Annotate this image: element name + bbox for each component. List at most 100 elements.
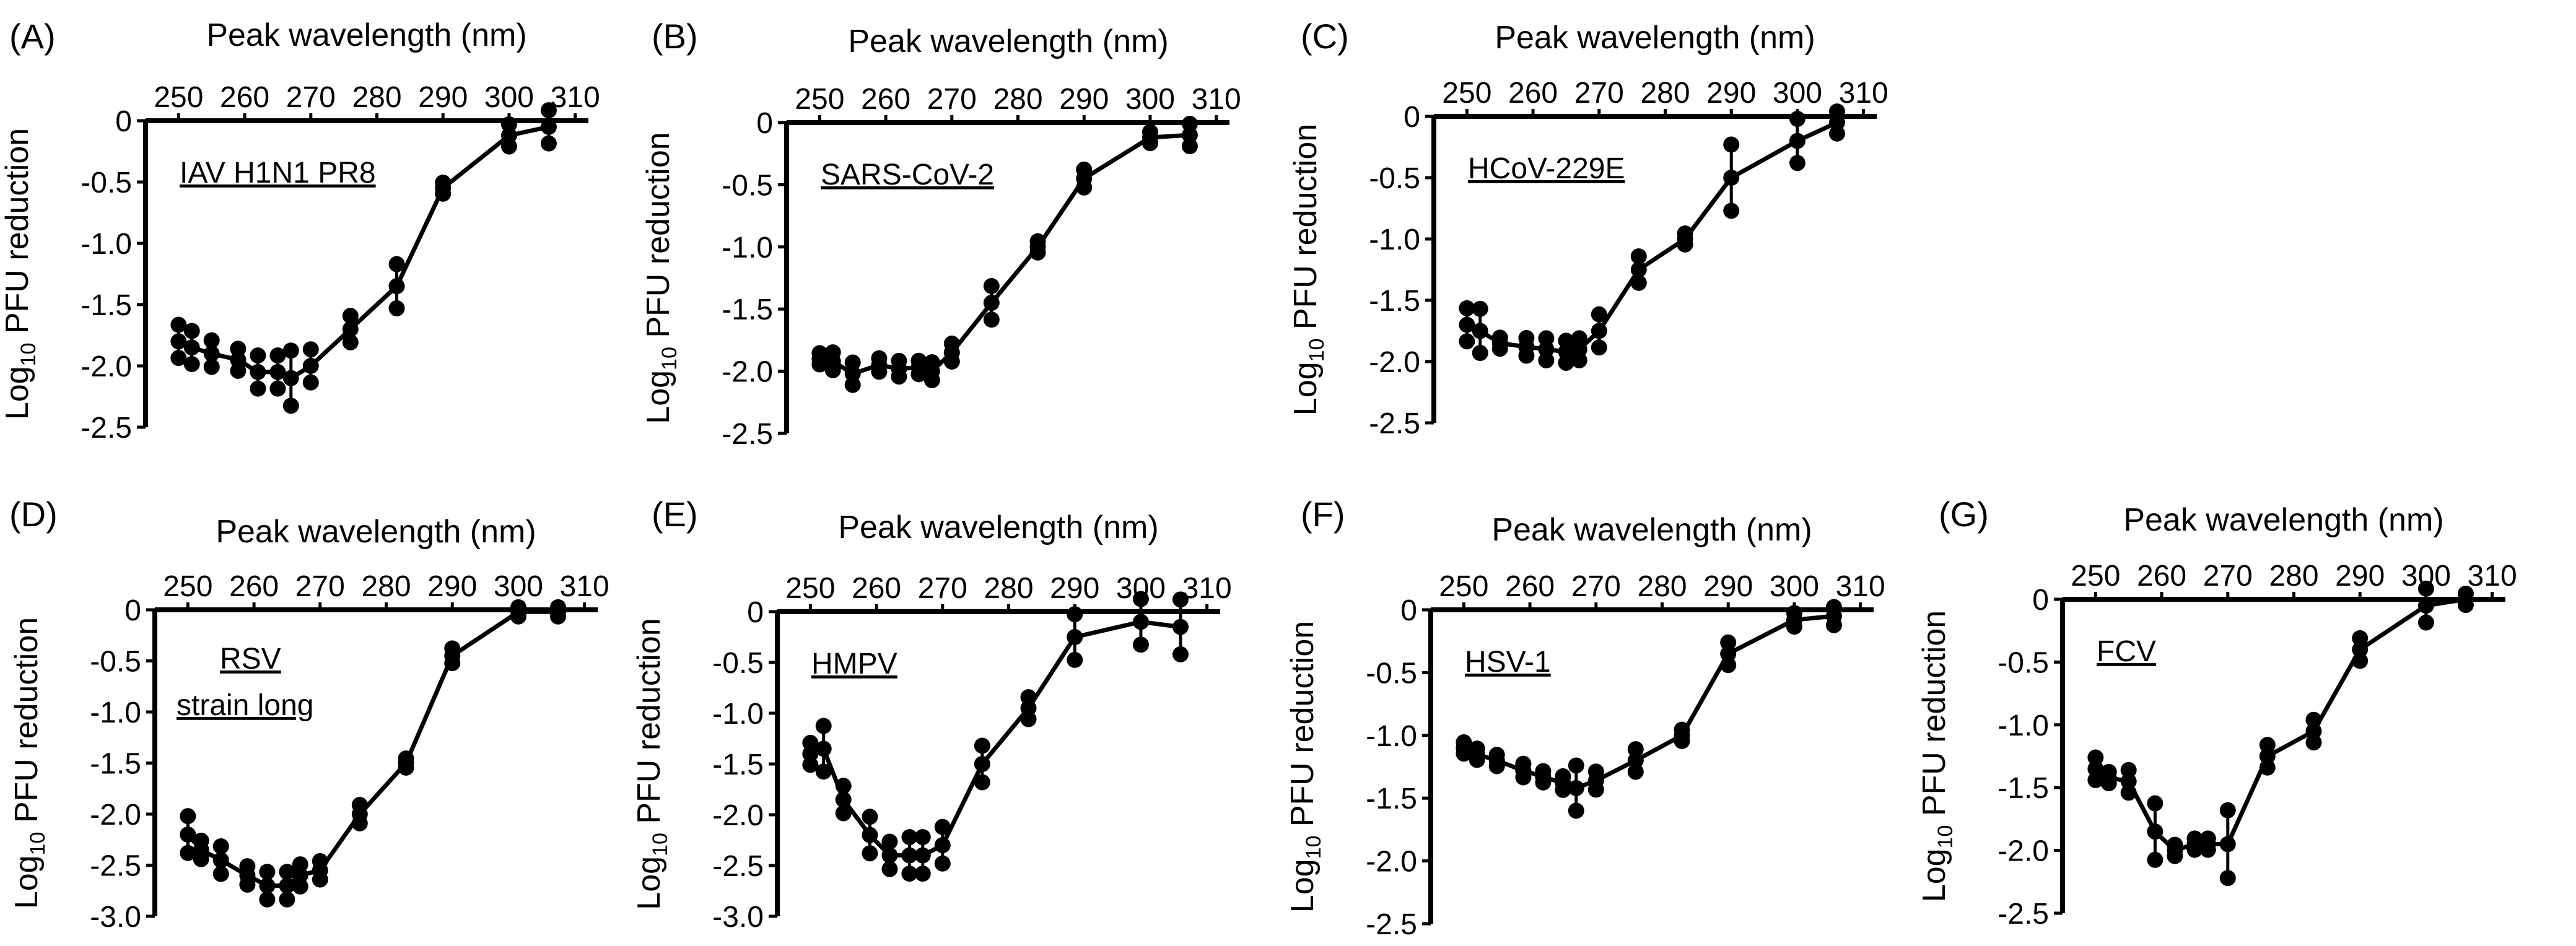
x-tick-label: 310: [1192, 83, 1241, 116]
data-point: [914, 866, 931, 882]
data-point: [1469, 752, 1485, 768]
x-tick-label: 310: [551, 81, 600, 114]
data-point: [881, 847, 898, 864]
data-point: [934, 818, 951, 835]
y-axis-title-suffix: PFU reduction: [631, 618, 667, 833]
x-tick-label: 300: [1773, 77, 1822, 110]
y-axis-title-suffix: PFU reduction: [1285, 621, 1321, 836]
data-point: [934, 855, 951, 872]
y-tick-label: -2.5: [712, 850, 764, 883]
x-tick-label: 270: [1571, 570, 1621, 603]
data-point: [983, 311, 1000, 328]
data-point: [2087, 760, 2104, 777]
x-tick-label: 290: [1706, 77, 1756, 110]
x-tick-label: 250: [795, 83, 844, 116]
data-point: [2120, 773, 2137, 790]
panel-label: (C): [1301, 17, 1349, 56]
chart-panel: (D) Peak wavelength (nm)250 260 270 280 290 30…: [9, 495, 609, 934]
y-axis-title-log: Log: [0, 366, 35, 420]
y-tick-label: -1.0: [1366, 720, 1417, 753]
data-point: [259, 877, 276, 894]
data-point: [183, 339, 200, 356]
data-point: [1627, 763, 1644, 780]
data-point: [881, 833, 898, 850]
chart-panel: (E) Peak wavelength (nm)250 260 270 280 290 30…: [631, 495, 1232, 934]
data-point: [1568, 757, 1584, 774]
data-point: [844, 365, 861, 382]
y-tick-label: -2.0: [1997, 835, 2049, 868]
data-point: [1181, 138, 1198, 155]
data-point: [1518, 347, 1535, 364]
data-point: [388, 256, 405, 272]
virus-label: FCV: [2097, 635, 2156, 668]
data-point: [312, 871, 328, 888]
data-point: [1723, 202, 1740, 219]
data-point: [1456, 745, 1472, 762]
y-tick-label: -0.5: [1369, 162, 1420, 195]
y-tick-label: -1.0: [712, 698, 764, 731]
y-tick-label: 0: [1400, 594, 1417, 627]
data-point: [1132, 614, 1149, 630]
data-point: [1491, 341, 1508, 357]
data-point: [259, 864, 276, 880]
x-tick-label: 280: [1640, 77, 1690, 110]
chart-panel: (G) Peak wavelength (nm)250 260 270 280 290 30…: [1916, 495, 2517, 931]
y-axis-title-subscript: 10: [26, 832, 50, 856]
data-point: [1571, 330, 1587, 347]
data-point: [1558, 332, 1574, 349]
data-point: [1789, 155, 1805, 171]
y-tick-label: -1.5: [712, 749, 764, 781]
data-point: [250, 347, 266, 364]
data-point: [2259, 759, 2276, 776]
y-axis-title: Log10 PFU reduction: [0, 128, 40, 420]
data-point: [835, 778, 852, 794]
data-point: [302, 374, 319, 391]
y-tick-label: -1.5: [1369, 285, 1420, 318]
data-point: [250, 380, 266, 397]
y-axis-title-log: Log: [640, 370, 676, 424]
y-tick-label: -0.5: [712, 647, 764, 680]
data-point: [862, 827, 878, 843]
data-point: [1627, 752, 1644, 769]
data-point: [2167, 848, 2183, 864]
data-point: [1132, 636, 1149, 653]
data-point: [292, 856, 308, 873]
y-axis-title: Log10 PFU reduction: [9, 617, 50, 909]
data-point: [1786, 618, 1802, 635]
data-point: [802, 757, 819, 773]
data-point: [282, 370, 299, 386]
data-point: [835, 791, 852, 808]
x-tick-label: 290: [1050, 572, 1099, 605]
data-point: [1538, 330, 1555, 347]
x-tick-label: 250: [1439, 570, 1488, 603]
data-point: [1571, 341, 1587, 358]
data-point: [549, 608, 566, 625]
y-axis-title-subscript: 10: [1305, 339, 1329, 362]
data-point: [180, 808, 196, 825]
y-tick-label: -2.0: [90, 799, 141, 831]
y-tick-label: -1.5: [81, 289, 132, 322]
data-point: [1720, 634, 1737, 651]
data-point: [2352, 653, 2369, 669]
y-tick-label: -2.5: [722, 418, 773, 451]
y-tick-label: -0.5: [90, 646, 141, 679]
data-point: [250, 363, 266, 380]
x-tick-label: 280: [361, 570, 411, 603]
y-axis-title-log: Log: [1285, 859, 1321, 913]
y-tick-label: -2.5: [90, 850, 141, 883]
x-tick-label: 310: [1182, 572, 1232, 605]
virus-label: SARS-CoV-2: [821, 158, 994, 191]
x-tick-label: 270: [2203, 560, 2253, 592]
data-point: [2199, 841, 2216, 858]
x-tick-label: 260: [1508, 77, 1558, 110]
data-point: [1789, 110, 1805, 127]
x-tick-label: 310: [1839, 77, 1888, 110]
data-point: [180, 827, 196, 843]
data-point: [1029, 244, 1046, 261]
data-point: [259, 891, 276, 908]
data-point: [2417, 580, 2434, 597]
y-axis-title-subscript: 10: [658, 347, 681, 370]
x-tick-label: 260: [1505, 570, 1555, 603]
data-point: [230, 362, 247, 379]
x-tick-label: 280: [984, 572, 1033, 605]
